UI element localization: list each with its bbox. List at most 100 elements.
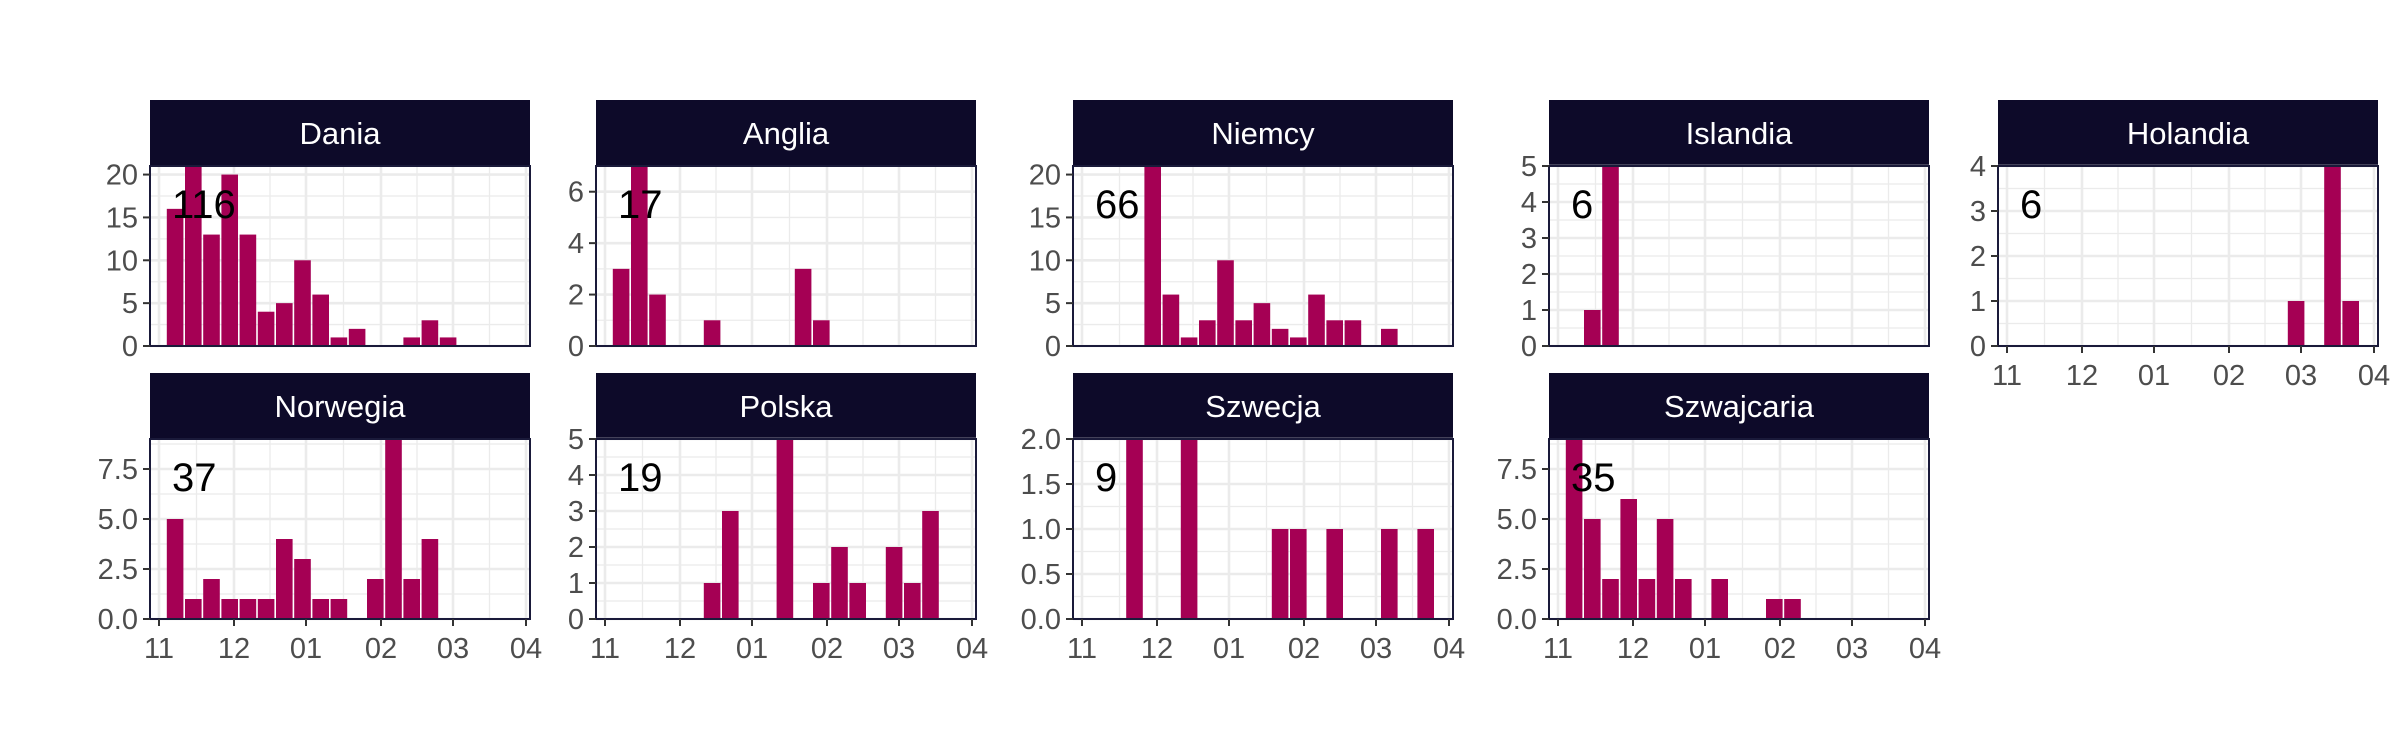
bar [1602, 166, 1619, 346]
bar [312, 294, 329, 346]
y-tick-label: 5 [122, 288, 138, 320]
bar [2342, 301, 2359, 346]
y-tick-label: 5 [1045, 288, 1061, 320]
panel-border [149, 438, 531, 620]
bar [649, 294, 666, 346]
bar [1584, 310, 1601, 346]
bar [1217, 260, 1234, 346]
bar [185, 166, 202, 346]
bar [1162, 294, 1180, 346]
panel-border [1548, 438, 1930, 620]
y-tick-label: 3 [1521, 223, 1537, 255]
bar [330, 599, 348, 619]
facet-total-label: 66 [1095, 183, 1140, 227]
facet-panel-anglia: Anglia 17 0 2 4 6 [568, 100, 977, 363]
bar [203, 579, 220, 619]
panel-border [595, 165, 977, 347]
facet-total-label: 116 [172, 183, 236, 227]
y-tick-label: 3 [568, 496, 584, 528]
y-tick-label: 5.0 [98, 504, 138, 536]
x-tick-label: 02 [365, 633, 397, 665]
bar [421, 320, 439, 346]
bar [813, 320, 830, 346]
y-tick-label: 3 [1970, 196, 1986, 228]
facet-panel-norwegia: Norwegia 37 0.0 2.5 5.0 7.5 11 12 01 02 03 04 [98, 373, 542, 665]
bar [1711, 579, 1728, 619]
bar [1381, 529, 1398, 619]
y-tick-label: 1.0 [1021, 514, 1061, 546]
bar [813, 583, 830, 619]
bar [612, 268, 630, 346]
y-tick-label: 2.5 [98, 554, 138, 586]
x-tick-label: 03 [1836, 633, 1868, 665]
x-tick-label: 11 [1067, 633, 1097, 665]
x-tick-label: 01 [1689, 633, 1721, 665]
x-tick-label: 12 [218, 633, 250, 665]
facet-total-label: 9 [1095, 456, 1117, 500]
bar [2324, 166, 2341, 346]
x-tick-label: 11 [590, 633, 620, 665]
bar [1180, 439, 1198, 619]
bar [831, 547, 848, 619]
facet-strip-label: Szwajcaria [1664, 389, 1815, 424]
bar [1675, 579, 1692, 619]
bar [722, 511, 739, 619]
y-tick-label: 0.0 [1021, 604, 1061, 636]
facet-total-label: 17 [618, 183, 663, 227]
bar [1766, 599, 1783, 619]
bar [776, 439, 794, 619]
facet-strip [1073, 100, 1453, 166]
facet-total-label: 6 [2020, 183, 2042, 227]
bar [631, 166, 648, 346]
bar [385, 439, 402, 619]
facet-panel-islandia: Islandia 6 0 1 2 3 4 5 [1521, 100, 1930, 363]
bar [1326, 529, 1343, 619]
x-tick-label: 04 [510, 633, 542, 665]
y-tick-label: 1 [1970, 286, 1986, 318]
facet-panel-szwecja: Szwecja 9 0.0 0.5 1.0 1.5 2.0 11 12 01 02 03 04 [1021, 373, 1465, 665]
bar [849, 583, 866, 619]
bar [885, 547, 903, 619]
x-tick-label: 01 [290, 633, 322, 665]
y-tick-label: 15 [106, 202, 138, 234]
y-tick-label: 5.0 [1497, 504, 1537, 536]
bar [403, 579, 420, 619]
bar [1620, 499, 1637, 619]
bar [794, 268, 812, 346]
facet-strip-label: Niemcy [1211, 116, 1315, 151]
y-tick-label: 4 [1970, 151, 1986, 183]
facet-strip [1073, 373, 1453, 439]
bar [330, 337, 348, 346]
bar [1381, 328, 1398, 346]
y-tick-label: 0.0 [98, 604, 138, 636]
x-tick-label: 04 [956, 633, 988, 665]
panel-border [595, 438, 977, 620]
bar [1290, 529, 1307, 619]
bar [257, 599, 275, 619]
x-tick-label: 04 [1433, 633, 1465, 665]
bar [294, 260, 311, 346]
y-tick-label: 5 [568, 424, 584, 456]
facet-strip [150, 373, 530, 439]
y-tick-label: 15 [1029, 202, 1061, 234]
y-tick-label: 10 [106, 245, 138, 277]
bar [185, 599, 202, 619]
bar [367, 579, 384, 619]
bar [2287, 301, 2305, 346]
x-tick-label: 12 [2066, 360, 2098, 392]
x-tick-label: 03 [1360, 633, 1392, 665]
facet-strip-label: Polska [739, 389, 833, 424]
bar [203, 234, 220, 346]
y-tick-label: 2 [1970, 241, 1986, 273]
bar [1344, 320, 1362, 346]
y-tick-label: 2 [1521, 259, 1537, 291]
x-tick-label: 01 [1213, 633, 1245, 665]
panel-border [149, 165, 531, 347]
panel-border [1072, 165, 1454, 347]
bar [1308, 294, 1325, 346]
bar [1126, 439, 1143, 619]
x-tick-label: 12 [664, 633, 696, 665]
bar [294, 559, 311, 619]
